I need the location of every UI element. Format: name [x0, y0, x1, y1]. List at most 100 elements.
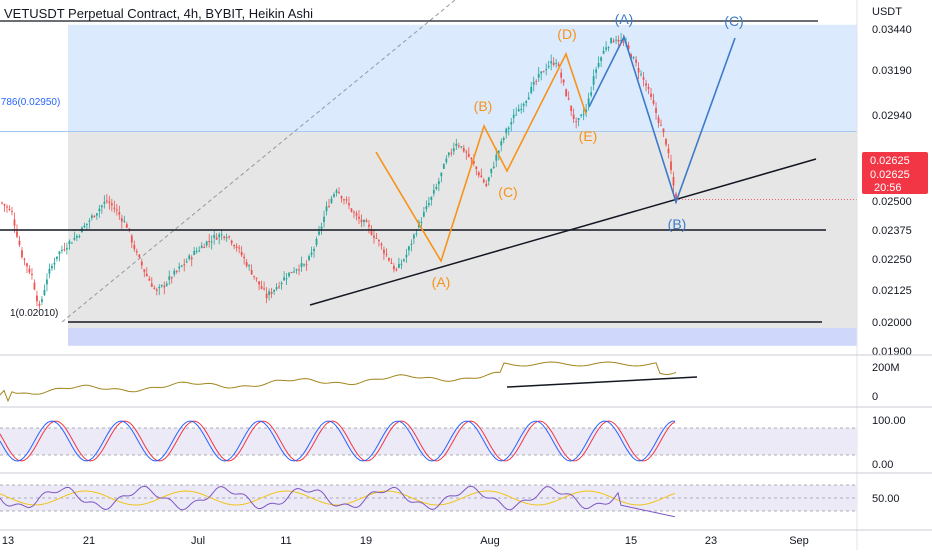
- candle-body: [300, 263, 303, 267]
- candle-body: [640, 73, 642, 75]
- candle-body: [370, 231, 373, 235]
- candle-body: [550, 61, 553, 64]
- blue-wave-label: (C): [724, 13, 743, 29]
- candle-body: [480, 175, 483, 178]
- candle-body: [85, 223, 88, 225]
- candle-body: [502, 138, 505, 141]
- candle-body: [470, 157, 473, 160]
- candle-body: [61, 249, 63, 251]
- candle-body: [587, 98, 590, 105]
- candle-body: [110, 203, 113, 206]
- candle-body: [537, 74, 540, 78]
- candle-body: [13, 219, 16, 226]
- candle-body: [540, 71, 543, 74]
- candle-body: [652, 100, 655, 104]
- candle-body: [58, 251, 61, 255]
- candle-body: [133, 245, 136, 249]
- candle-body: [90, 215, 93, 218]
- candle-body: [66, 247, 68, 250]
- x-tick-label: 13: [2, 535, 14, 547]
- candle-body: [440, 172, 443, 177]
- candle-body: [330, 198, 333, 203]
- candle-body: [313, 248, 315, 252]
- price-tag-value-2: 0.02625: [870, 169, 910, 181]
- candle-body: [522, 103, 525, 106]
- candle-body: [160, 285, 163, 287]
- candle-body: [407, 246, 410, 251]
- candle-body: [41, 299, 43, 302]
- candle-body: [175, 270, 178, 272]
- candle-body: [288, 272, 290, 277]
- candle-body: [51, 265, 53, 269]
- candle-body: [233, 244, 236, 247]
- candle-body: [31, 273, 33, 275]
- candle-body: [230, 240, 233, 244]
- candle-body: [253, 275, 256, 277]
- candle-body: [355, 213, 358, 216]
- x-tick-label: Jul: [191, 535, 205, 547]
- candle-body: [168, 276, 171, 280]
- candle-body: [400, 263, 403, 265]
- candle-body: [527, 97, 530, 100]
- candle-body: [360, 219, 363, 223]
- orange-wave-label: (E): [579, 128, 598, 144]
- candle-body: [223, 236, 226, 238]
- candle-body: [263, 288, 266, 290]
- candle-body: [515, 114, 518, 116]
- candle-body: [455, 143, 458, 146]
- stoch-level-label: 0.00: [872, 459, 893, 471]
- candle-body: [278, 286, 280, 288]
- fib-zone-bottom: [68, 328, 857, 346]
- candle-body: [447, 152, 450, 156]
- candle-body: [303, 264, 305, 266]
- chart-title: VETUSDT Perpetual Contract, 4h, BYBIT, H…: [4, 6, 314, 21]
- candle-body: [363, 219, 365, 222]
- candle-body: [547, 66, 550, 68]
- candle-body: [215, 237, 218, 240]
- stoch-band: [0, 428, 857, 455]
- candle-body: [590, 92, 593, 96]
- candle-body: [245, 262, 248, 267]
- candle-body: [520, 108, 523, 110]
- candle-body: [437, 181, 440, 185]
- candle-body: [398, 263, 400, 268]
- candle-body: [258, 281, 261, 285]
- price-tag-box: [862, 152, 928, 194]
- candle-body: [105, 200, 108, 202]
- candle-body: [203, 246, 206, 249]
- fib-zone-top: [68, 24, 857, 132]
- candle-body: [647, 87, 650, 89]
- candle-body: [630, 54, 632, 59]
- candle-body: [185, 261, 188, 263]
- candle-body: [295, 269, 298, 271]
- candle-body: [637, 68, 640, 73]
- candle-body: [632, 57, 635, 59]
- candle-body: [560, 72, 563, 78]
- candle-body: [672, 177, 675, 186]
- candle-body: [472, 161, 475, 164]
- candle-body: [545, 69, 548, 71]
- candle-body: [460, 146, 463, 148]
- candle-body: [145, 273, 148, 277]
- candle-body: [670, 161, 672, 171]
- candle-body: [620, 40, 622, 42]
- candle-body: [153, 287, 156, 289]
- candle-body: [293, 271, 295, 273]
- candle-body: [570, 105, 573, 111]
- candle-body: [173, 270, 176, 275]
- fib-label-1: 1(0.02010): [10, 308, 58, 319]
- candle-body: [315, 238, 318, 245]
- candle-body: [273, 289, 275, 292]
- candle-body: [532, 81, 535, 85]
- candle-body: [415, 233, 418, 235]
- stoch-d-line: [0, 420, 676, 462]
- candle-body: [577, 118, 580, 120]
- candle-body: [622, 41, 625, 43]
- y-tick-label: 0.02250: [872, 254, 912, 266]
- candle-body: [218, 234, 221, 238]
- candle-body: [343, 199, 345, 201]
- blue-wave-label: (A): [615, 11, 634, 27]
- stoch-level-label: 100.00: [872, 415, 906, 427]
- candle-body: [170, 277, 173, 279]
